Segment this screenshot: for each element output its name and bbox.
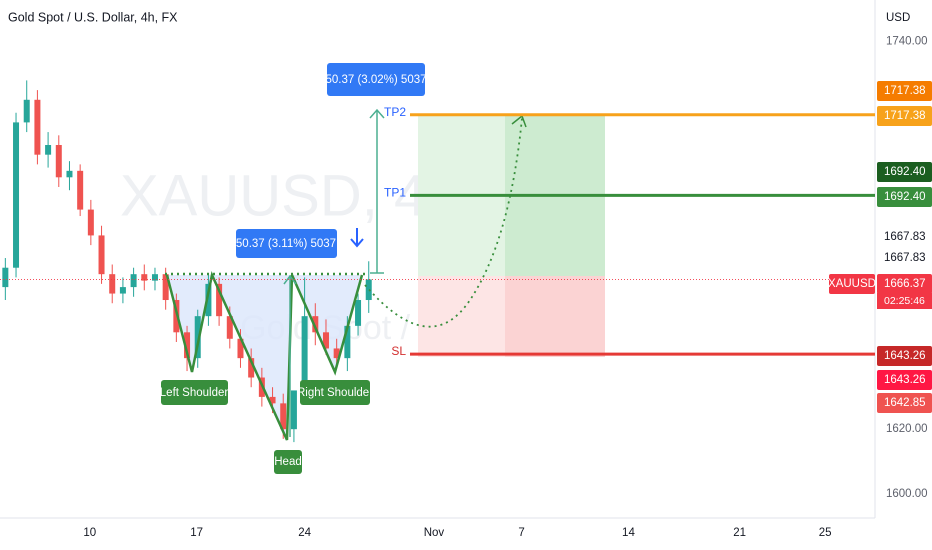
pattern-label: Right Shoulder xyxy=(297,387,373,399)
price-label: 1666.37 xyxy=(884,278,926,290)
price-label: 1717.38 xyxy=(884,110,926,122)
x-tick-label: 17 xyxy=(190,527,203,539)
price-label-bg xyxy=(877,346,932,366)
candle-body xyxy=(216,283,223,317)
pattern-line xyxy=(165,270,364,441)
candle-body xyxy=(23,99,30,123)
y-tick-label: 1740.00 xyxy=(886,36,928,48)
price-label: 1692.40 xyxy=(884,191,926,203)
price-label: 1692.40 xyxy=(884,166,926,178)
price-label-bg xyxy=(877,274,932,294)
level-label: TP1 xyxy=(384,186,406,200)
price-label: 1667.83 xyxy=(884,231,926,243)
down-arrow xyxy=(350,228,364,248)
candle-body xyxy=(301,316,308,391)
candle-body xyxy=(151,274,158,281)
candle-body xyxy=(355,300,362,326)
price-label: 1643.26 xyxy=(884,350,926,362)
price-label: 1667.83 xyxy=(884,252,926,264)
x-tick-label: 7 xyxy=(518,527,524,539)
symbol-bg xyxy=(829,274,875,294)
candle-body xyxy=(312,316,319,333)
candle-body xyxy=(205,283,212,317)
candle-body xyxy=(333,348,340,359)
chart-title: Gold Spot / U.S. Dollar, 4h, FX xyxy=(8,10,178,24)
countdown-bg xyxy=(877,293,932,309)
pattern-box xyxy=(161,380,228,405)
loss-zone xyxy=(505,276,605,357)
candle-body xyxy=(322,332,329,349)
candle-body xyxy=(194,316,201,359)
symbol-label: XAUUSD xyxy=(828,278,876,290)
price-label-bg xyxy=(877,106,932,126)
candle-body xyxy=(237,338,244,359)
loss-zone xyxy=(418,276,505,357)
candle-body xyxy=(162,274,169,301)
candle-body xyxy=(13,122,20,268)
candle-body xyxy=(77,170,84,210)
candle-body xyxy=(2,267,9,288)
x-tick-label: 10 xyxy=(83,527,96,539)
candle-body xyxy=(248,358,255,378)
candle-body xyxy=(130,274,137,288)
price-label-bg xyxy=(877,393,932,413)
candle-body xyxy=(109,274,116,294)
x-tick-label: 24 xyxy=(298,527,311,539)
candle-body xyxy=(365,279,372,301)
countdown: 02:25:46 xyxy=(884,295,925,307)
candle-body xyxy=(280,403,287,430)
x-tick-label: 14 xyxy=(622,527,635,539)
candle-body xyxy=(184,332,191,359)
candle-body xyxy=(45,145,52,155)
price-label-bg xyxy=(877,162,932,182)
level-label: TP2 xyxy=(384,105,406,119)
candle-body xyxy=(34,99,41,155)
level-label: SL xyxy=(391,344,406,358)
measure-arrow xyxy=(283,274,297,285)
measure-box xyxy=(236,229,337,258)
x-tick-label: Nov xyxy=(424,527,445,539)
currency: USD xyxy=(886,12,910,24)
pattern-box xyxy=(300,380,370,405)
x-tick-label: 21 xyxy=(733,527,746,539)
candle-body xyxy=(55,145,62,178)
candle-body xyxy=(87,209,94,236)
price-label-bg xyxy=(877,187,932,207)
y-tick-label: 1620.00 xyxy=(886,423,928,435)
candle-body xyxy=(269,396,276,404)
price-label: 1643.26 xyxy=(884,374,926,386)
pattern-label: Left Shoulder xyxy=(160,387,229,399)
measure-label: 50.37 (3.11%) 5037 xyxy=(236,238,336,250)
candle-body xyxy=(119,287,126,294)
projection xyxy=(364,117,523,328)
candle-body xyxy=(141,274,148,281)
price-label: 1642.85 xyxy=(884,397,926,409)
x-tick-label: 25 xyxy=(819,527,832,539)
measure-box xyxy=(327,63,425,96)
price-label-bg xyxy=(877,81,932,101)
pattern-box xyxy=(274,450,302,474)
pattern-label: Head xyxy=(274,456,302,468)
watermark: XAUUSD, 4h xyxy=(120,163,458,228)
measure-label: 50.37 (3.02%) 5037 xyxy=(325,74,426,86)
price-label-bg xyxy=(877,370,932,390)
price-label: 1717.38 xyxy=(884,85,926,97)
candle-body xyxy=(66,170,73,178)
candle-body xyxy=(290,390,297,430)
candle-body xyxy=(226,316,233,339)
y-tick-label: 1600.00 xyxy=(886,488,928,500)
measure-arrow xyxy=(369,108,385,119)
candle-body xyxy=(98,235,105,275)
candle-body xyxy=(344,325,351,359)
